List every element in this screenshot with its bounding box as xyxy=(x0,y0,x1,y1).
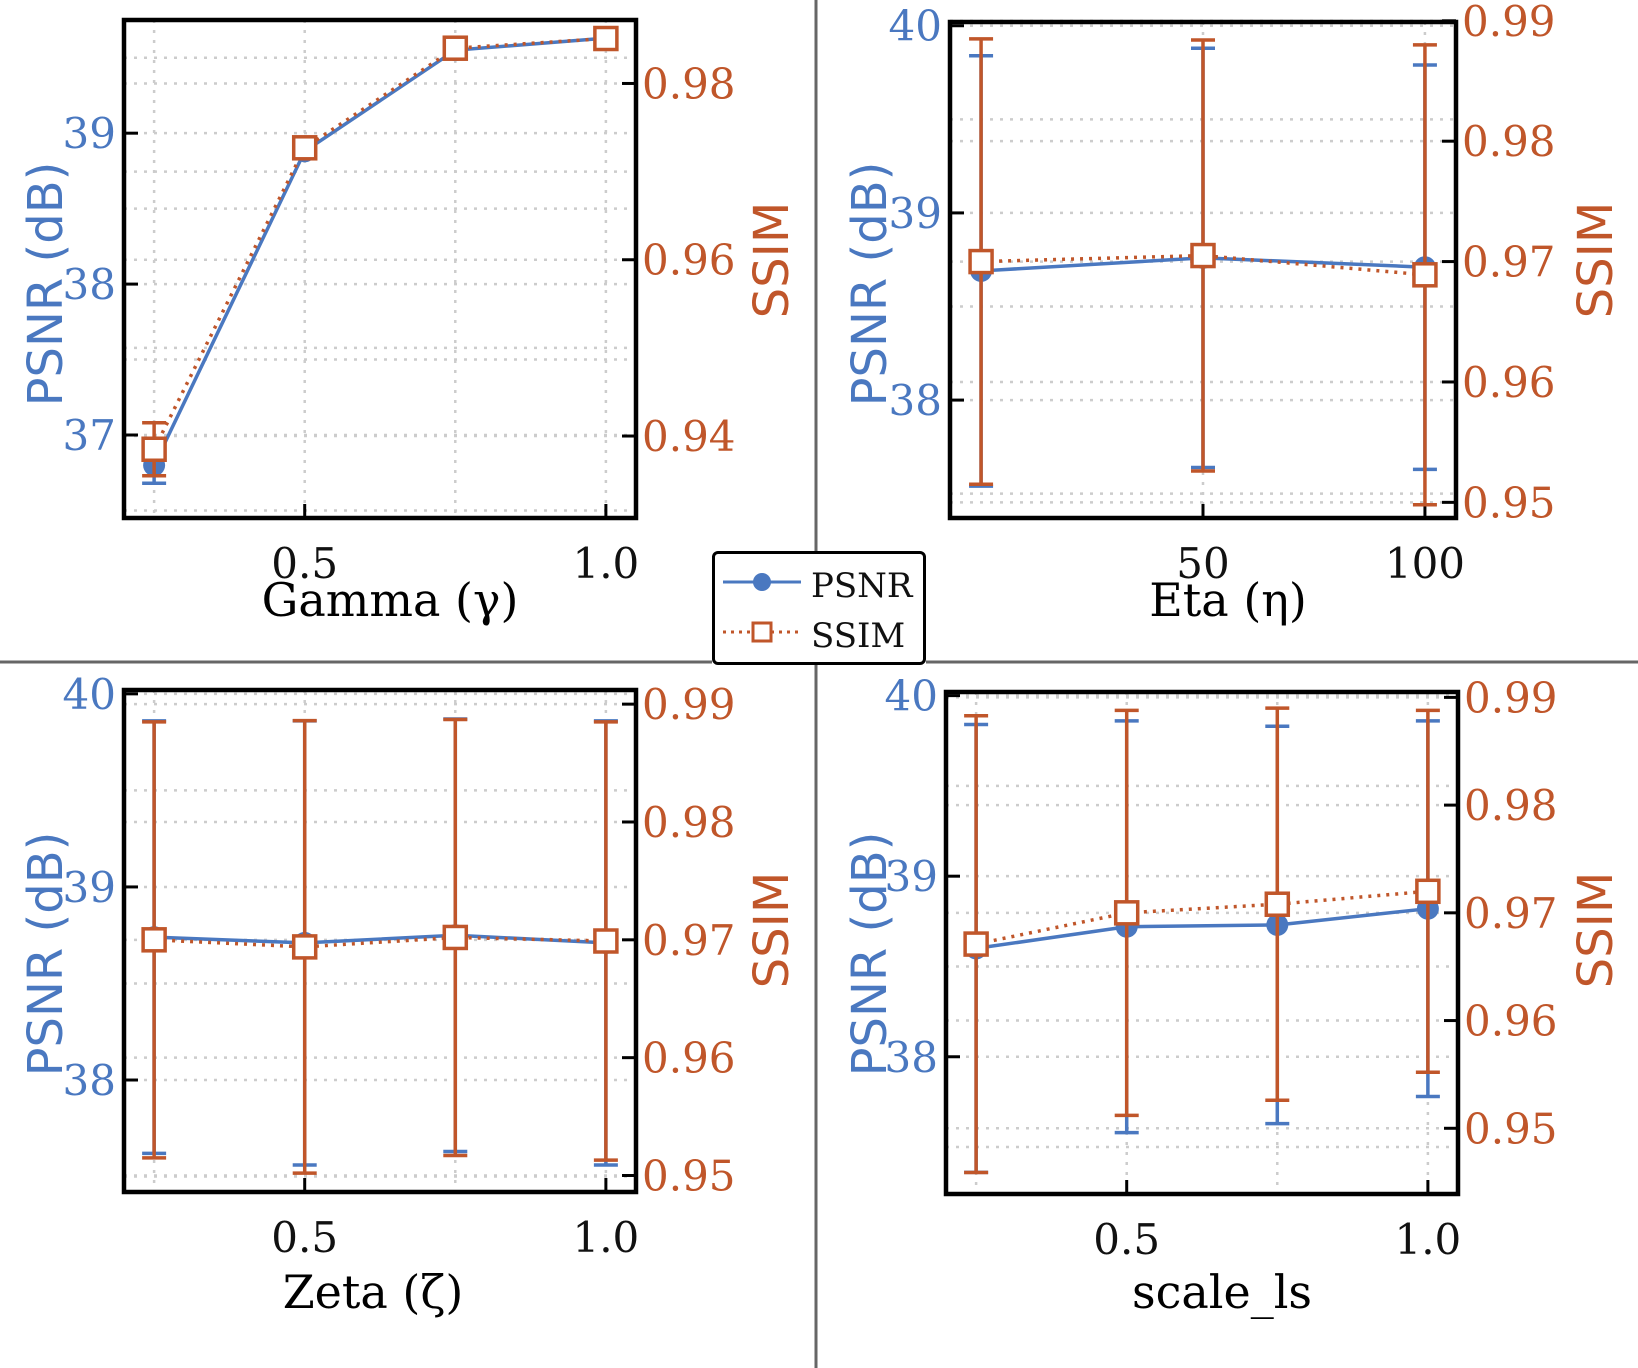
y-left-tick-label: 38 xyxy=(63,260,116,309)
x-axis-title: Eta (η) xyxy=(1149,573,1307,627)
y-left-tick-label: 39 xyxy=(889,189,942,238)
ssim-point xyxy=(291,135,318,161)
y-right-tick-label: 0.95 xyxy=(1462,478,1556,527)
series-ssim xyxy=(963,706,1441,1175)
y-right-tick-label: 0.97 xyxy=(642,916,736,965)
series-line-psnr xyxy=(975,906,1429,951)
ssim-point xyxy=(1190,242,1216,269)
legend-entry-ssim: SSIM xyxy=(715,608,923,658)
x-axis-title: Zeta (ζ) xyxy=(283,1265,464,1319)
legend: PSNR SSIM xyxy=(712,551,926,665)
x-tick-label: 1.0 xyxy=(572,539,639,588)
y-right-tick-label: 0.98 xyxy=(1464,781,1558,830)
y-left-axis-title: PSNR (dB) xyxy=(18,162,74,407)
y-right-tick-label: 0.98 xyxy=(642,59,736,108)
chart-panel-4: 0.5 1.0 38 39 40 0.95 0.96 0.97 0.98 0.99 scale_ls… xyxy=(842,672,1624,1319)
x-axis-title: Gamma (γ) xyxy=(262,573,519,627)
series-line-ssim xyxy=(981,253,1426,277)
chart-panel-3: 0.5 1.0 38 39 40 0.95 0.96 0.97 0.98 0.99 Zeta (ζ)… xyxy=(18,670,800,1319)
legend-label-psnr: PSNR xyxy=(811,566,913,606)
y-right-tick-label: 0.99 xyxy=(1462,0,1556,46)
series-line-ssim xyxy=(154,935,606,949)
y-right-tick-label: 0.97 xyxy=(1464,889,1558,938)
series-psnr xyxy=(964,719,1440,1175)
series-ssim xyxy=(968,37,1438,507)
y-left-tick-label: 40 xyxy=(63,670,116,719)
y-left-tick-label: 38 xyxy=(889,376,942,425)
ssim-point xyxy=(141,927,167,953)
y-right-tick-label: 0.94 xyxy=(642,412,736,461)
series-line-psnr xyxy=(152,36,607,466)
y-right-tick-label: 0.99 xyxy=(1464,673,1558,722)
legend-psnr-marker-icon xyxy=(723,573,801,591)
ssim-point xyxy=(593,25,619,52)
y-right-axis-title: SSIM xyxy=(744,202,800,319)
y-right-tick-label: 0.98 xyxy=(1462,117,1556,166)
ssim-point xyxy=(141,436,167,462)
x-tick-label: 1.0 xyxy=(572,1213,639,1262)
ssim-point xyxy=(968,248,994,275)
x-tick-label: 0.5 xyxy=(271,1213,338,1262)
ssim-point xyxy=(1264,891,1291,917)
plot-frame xyxy=(943,689,1461,1197)
y-left-axis-title: PSNR (dB) xyxy=(18,832,74,1077)
ssim-point xyxy=(593,928,619,954)
x-tick-label: 100 xyxy=(1385,539,1465,588)
legend-entry-psnr: PSNR xyxy=(715,558,923,608)
y-right-tick-label: 0.96 xyxy=(1462,358,1556,407)
x-tick-label: 0.5 xyxy=(1093,1215,1160,1264)
x-tick-label: 50 xyxy=(1176,539,1229,588)
ssim-point xyxy=(291,934,318,960)
y-left-tick-label: 40 xyxy=(885,672,938,721)
chart-panel-1: 0.5 1.0 37 38 39 0.94 0.96 0.98 Gamma (γ) PSNR (d… xyxy=(18,17,800,627)
series-ssim xyxy=(141,25,619,478)
y-right-tick-label: 0.97 xyxy=(1462,238,1556,287)
y-right-axis-title: SSIM xyxy=(1568,872,1624,989)
series-psnr xyxy=(142,27,617,486)
y-left-tick-label: 39 xyxy=(63,863,116,912)
ssim-point xyxy=(442,35,469,61)
y-left-tick-label: 39 xyxy=(885,852,938,901)
y-right-tick-label: 0.96 xyxy=(642,236,736,285)
y-right-tick-label: 0.98 xyxy=(642,798,736,847)
ssim-point xyxy=(1412,262,1438,288)
y-left-tick-label: 38 xyxy=(63,1056,116,1105)
y-right-tick-label: 0.96 xyxy=(1464,997,1558,1046)
ssim-point xyxy=(442,924,469,951)
y-right-axis-title: SSIM xyxy=(1568,202,1624,319)
y-right-tick-label: 0.96 xyxy=(642,1034,736,1083)
y-left-tick-label: 40 xyxy=(889,2,942,51)
legend-ssim-marker-icon xyxy=(723,621,801,643)
ssim-point xyxy=(1113,900,1140,926)
x-tick-label: 0.5 xyxy=(271,539,338,588)
y-right-tick-label: 0.99 xyxy=(642,680,736,729)
series-line-psnr xyxy=(154,933,606,945)
y-left-tick-label: 37 xyxy=(63,411,116,460)
y-right-axis-title: SSIM xyxy=(744,872,800,989)
chart-panel-2: 50 100 38 39 40 0.95 0.96 0.97 0.98 0.99 Eta (η) PS… xyxy=(842,0,1624,627)
x-axis-title: scale_ls xyxy=(1132,1265,1312,1319)
x-tick-label: 1.0 xyxy=(1394,1215,1461,1264)
plot-frame xyxy=(121,17,639,521)
series-line-ssim xyxy=(975,889,1429,946)
y-right-tick-label: 0.95 xyxy=(1464,1104,1558,1153)
y-left-axis-title: PSNR (dB) xyxy=(842,162,898,407)
ssim-point xyxy=(1415,878,1441,905)
legend-label-ssim: SSIM xyxy=(811,616,906,656)
y-left-tick-label: 38 xyxy=(885,1033,938,1082)
y-right-tick-label: 0.95 xyxy=(642,1152,736,1201)
y-left-axis-title: PSNR (dB) xyxy=(842,832,898,1077)
series-ssim xyxy=(141,717,619,1175)
ssim-point xyxy=(963,931,989,957)
y-left-tick-label: 39 xyxy=(63,109,116,158)
